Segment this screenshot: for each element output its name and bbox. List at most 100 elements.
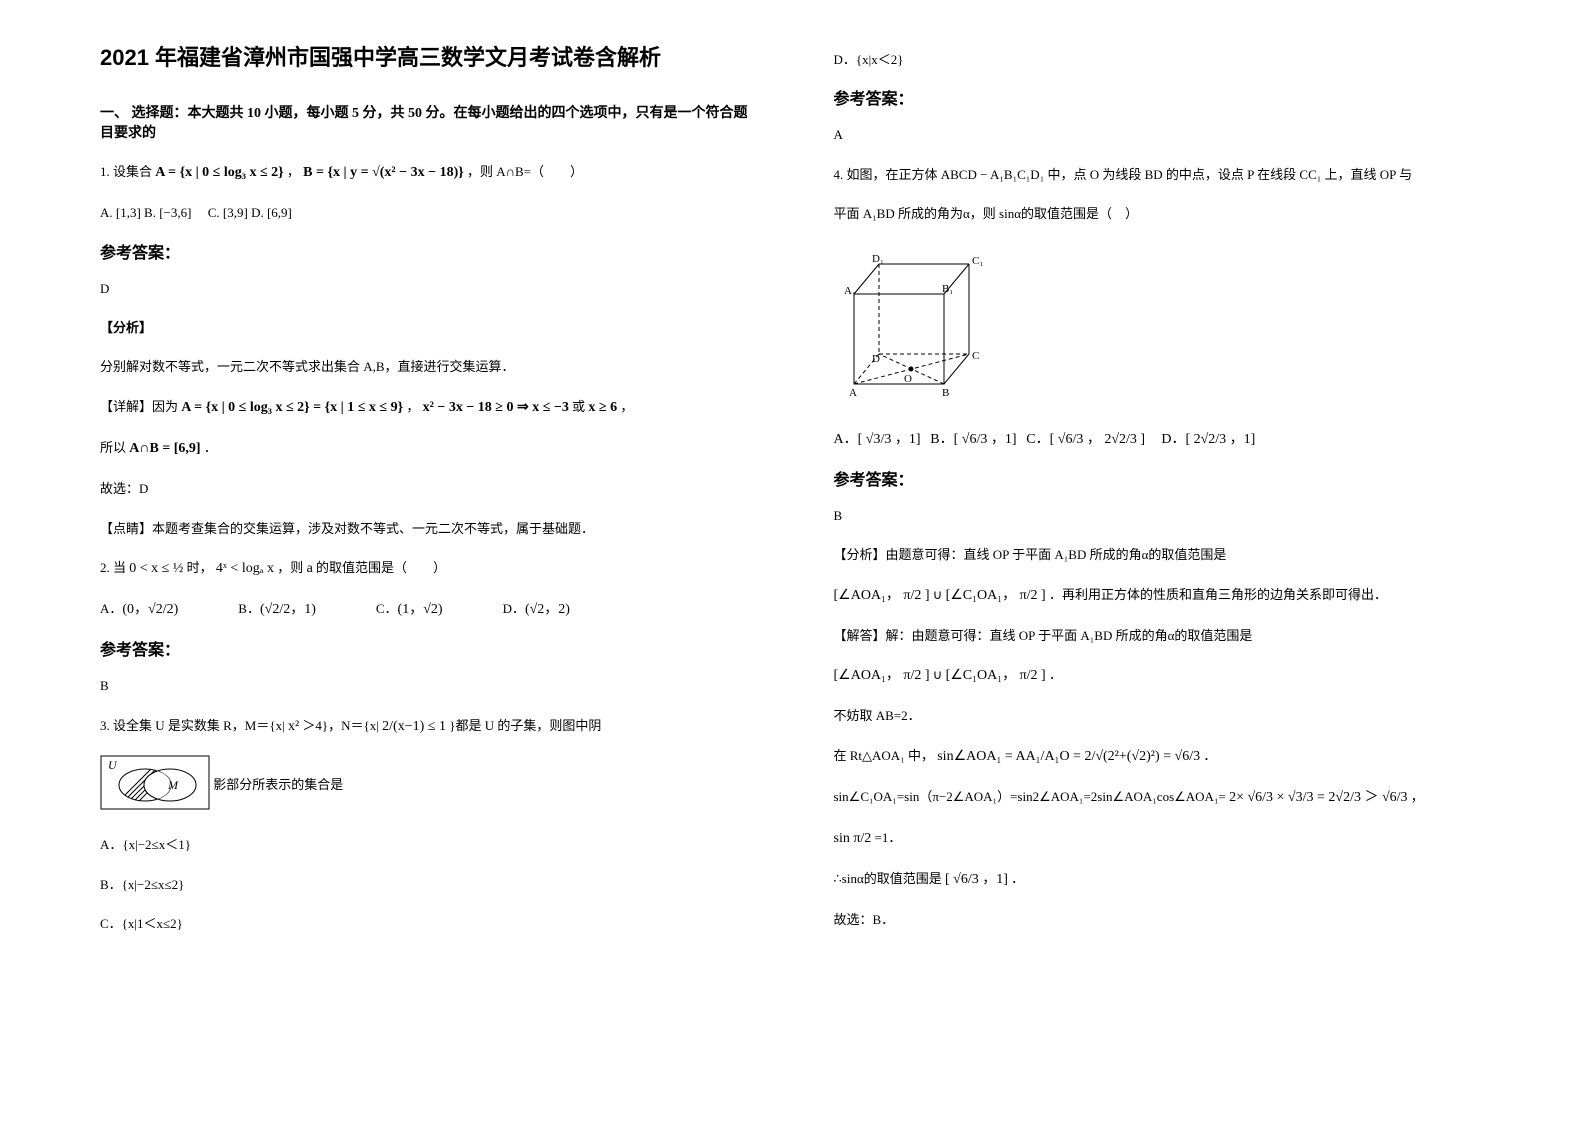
exam-title: 2021 年福建省漳州市国强中学高三数学文月考试卷含解析 xyxy=(100,40,754,72)
svg-text:D: D xyxy=(872,353,880,365)
q3-prefix: 3. 设全集 U 是实数集 R，M＝{x| xyxy=(100,718,285,733)
q1-so-suffix: ． xyxy=(204,440,217,455)
q4-jieda-f1: [∠AOA₁， π/2 ] xyxy=(834,668,930,683)
q4-jieda: 【解答】解：由题意可得：直线 OP 于平面 A₁BD 所成的角α的取值范围是 xyxy=(834,624,1488,647)
q4-optB: B．[ √6/3 ，1] xyxy=(930,432,1016,447)
q2-mid2: ，则 xyxy=(277,560,303,575)
svg-text:B: B xyxy=(942,387,949,399)
q4-fenxi-suffix: ．再利用正方体的性质和直角三角形的边角关系即可得出． xyxy=(1049,587,1387,602)
q1-fenxi-label: 【分析】 xyxy=(100,316,754,339)
svg-text:M: M xyxy=(167,778,179,792)
q4-stem2: 平面 A₁BD 所成的角为α，则 sinα的取值范围是（ ） xyxy=(834,202,1488,225)
svg-text:C: C xyxy=(972,350,979,362)
q4-sin90: sin π/2 =1． xyxy=(834,826,1488,851)
q1-detail-label: 【详解】因为 xyxy=(100,399,178,414)
q4-therefore-text: ∴sinα的取值范围是 xyxy=(834,871,942,886)
q4-rt: 在 Rt△AOA₁ 中， sin∠AOA₁ = AA₁/A₁O = 2/√(2²… xyxy=(834,744,1488,769)
q4-rt-prefix: 在 Rt△AOA₁ 中， xyxy=(834,748,934,763)
q1-options: A. [1,3] B. [−3,6] C. [3,9] D. [6,9] xyxy=(100,201,754,224)
q3-mid1: ＞4}，N＝{x| xyxy=(302,718,378,733)
q4-therefore: ∴sinα的取值范围是 [ √6/3 ，1] ． xyxy=(834,867,1488,892)
q3-suffix: }都是 U 的子集，则图中阴 xyxy=(449,718,601,733)
q1-optD: D. [6,9] xyxy=(251,205,292,220)
q2-optC: (1，√2) xyxy=(398,602,443,617)
q1-so-f: A∩B = [6,9] xyxy=(129,441,200,456)
q3-mexp: x² xyxy=(288,719,299,734)
q2-optD: (√2，2) xyxy=(525,602,570,617)
q1-dianjing-label: 【点睛】 xyxy=(100,521,152,536)
q4-sinc1-comma: ， xyxy=(1411,789,1424,804)
q4-assume: 不妨取 AB=2． xyxy=(834,704,1488,727)
q3-line2: 影部分所表示的集合是 xyxy=(213,777,343,792)
q1-pick: 故选：D xyxy=(100,477,754,500)
q1-stem: 1. 设集合 A = {x | 0 ≤ log₃ x ≤ 2} ， B = {x… xyxy=(100,160,754,185)
q1-suffix: ，则 A∩B=（ ） xyxy=(467,164,583,179)
q4-options: A．[ √3/3 ，1] B．[ √6/3 ，1] C．[ √6/3 ， 2√2… xyxy=(834,427,1488,452)
q4-jieda-f: [∠AOA₁， π/2 ] ∪ [∠C₁OA₁， π/2 ] ． xyxy=(834,663,1488,688)
q1-detail-f1: A = {x | 0 ≤ log₃ x ≤ 2} = {x | 1 ≤ x ≤ … xyxy=(181,400,403,415)
q4-jieda-union: ∪ xyxy=(933,667,943,682)
q3-answer-label: 参考答案： xyxy=(834,85,1488,109)
q4-sinc1-text: sin∠C₁OA₁=sin（π−2∠AOA₁）=sin2∠AOA₁=2sin∠A… xyxy=(834,789,1226,804)
q1-answer-label: 参考答案： xyxy=(100,239,754,263)
q4-sin-calc: sin∠AOA₁ = AA₁/A₁O = 2/√(2²+(√2)²) = √6/… xyxy=(937,749,1200,764)
q1-so: 所以 A∩B = [6,9] ． xyxy=(100,436,754,461)
cube-diagram-icon: A B C D A₁ B₁ C₁ D₁ O xyxy=(834,244,1488,409)
q4-fenxi-label: 【分析】由题意可得：直线 OP 于平面 A₁BD 所成的角α的取值范围是 xyxy=(834,547,1227,562)
q4-range-dot: ． xyxy=(1011,871,1024,886)
q1-detail-comma: ， xyxy=(620,399,633,414)
svg-text:A: A xyxy=(849,387,857,399)
q4-fenxi-union: ∪ xyxy=(933,587,943,602)
q4-jieda-f2: [∠C₁OA₁， π/2 ] xyxy=(946,668,1046,683)
q2-var: a xyxy=(307,561,313,576)
q4-pick: 故选：B． xyxy=(834,908,1488,931)
q3-optB: B．{x|−2≤x≤2} xyxy=(100,873,754,896)
q1-optB: B. [−3,6] xyxy=(144,205,191,220)
q2-answer: B xyxy=(100,674,754,697)
q4-range: [ √6/3 ，1] xyxy=(945,872,1008,887)
q1-dianjing: 【点睛】本题考查集合的交集运算，涉及对数不等式、一元二次不等式，属于基础题． xyxy=(100,517,754,540)
q2-optB: (√2/2，1) xyxy=(260,602,316,617)
svg-text:U: U xyxy=(108,758,118,772)
q1-setB: B = {x | y = √(x² − 3x − 18)} xyxy=(303,165,464,180)
q1-so-prefix: 所以 xyxy=(100,440,126,455)
q2-optC-label: C． xyxy=(376,601,398,616)
q3-optD: D．{x|x＜2} xyxy=(834,48,1488,71)
q1-answer: D xyxy=(100,277,754,300)
q4-answer: B xyxy=(834,504,1488,527)
q4-optD: D．[ 2√2/3 ，1] xyxy=(1161,432,1255,447)
q3-stem: 3. 设全集 U 是实数集 R，M＝{x| x² ＞4}，N＝{x| 2/(x−… xyxy=(100,714,754,739)
q4-sin-dot: ． xyxy=(1203,748,1216,763)
svg-text:C₁: C₁ xyxy=(972,255,983,267)
q1-dianjing-text: 本题考查集合的交集运算，涉及对数不等式、一元二次不等式，属于基础题． xyxy=(152,521,594,536)
q3-answer: A xyxy=(834,123,1488,146)
q2-options: A．(0，√2/2) B．(√2/2，1) C．(1，√2) D．(√2，2) xyxy=(100,597,754,622)
q1-comma1: ， xyxy=(287,164,300,179)
q4-jieda-dot: ． xyxy=(1049,667,1062,682)
q2-ineq: 4ˣ < logₐ x xyxy=(216,561,274,576)
q4-fenxi-f1: [∠AOA₁， π/2 ] xyxy=(834,588,930,603)
svg-text:D₁: D₁ xyxy=(872,253,884,265)
q4-fenxi: 【分析】由题意可得：直线 OP 于平面 A₁BD 所成的角α的取值范围是 xyxy=(834,543,1488,566)
q1-optA: A. [1,3] xyxy=(100,205,141,220)
venn-diagram-icon: U xyxy=(100,755,210,817)
q2-mid1: 时， xyxy=(187,560,213,575)
q1-detail-f3: x ≥ 6 xyxy=(588,400,617,415)
q3-nexp: 2/(x−1) ≤ 1 xyxy=(382,719,446,734)
q4-sin90-eq: =1． xyxy=(875,830,902,845)
svg-text:A₁: A₁ xyxy=(844,285,856,297)
q4-sinc1-val: 2× √6/3 × √3/3 = 2√2/3 ＞ √6/3 xyxy=(1229,790,1407,805)
q2-prefix: 2. 当 xyxy=(100,560,126,575)
q4-sin90-f: sin π/2 xyxy=(834,831,872,846)
svg-text:B₁: B₁ xyxy=(942,283,953,295)
q1-detail-mid: ， xyxy=(406,399,419,414)
q4-fenxi-f: [∠AOA₁， π/2 ] ∪ [∠C₁OA₁， π/2 ] ．再利用正方体的性… xyxy=(834,583,1488,608)
q4-answer-label: 参考答案： xyxy=(834,466,1488,490)
q2-optA-label: A． xyxy=(100,601,122,616)
q2-stem: 2. 当 0 < x ≤ ½ 时， 4ˣ < logₐ x ，则 a 的取值范围… xyxy=(100,556,754,581)
q1-detail-or: 或 xyxy=(572,399,585,414)
q3-optA: A．{x|−2≤x＜1} xyxy=(100,833,754,856)
q1-optC: C. [3,9] xyxy=(208,205,248,220)
q1-prefix: 1. 设集合 xyxy=(100,164,152,179)
q2-optB-label: B． xyxy=(238,601,260,616)
